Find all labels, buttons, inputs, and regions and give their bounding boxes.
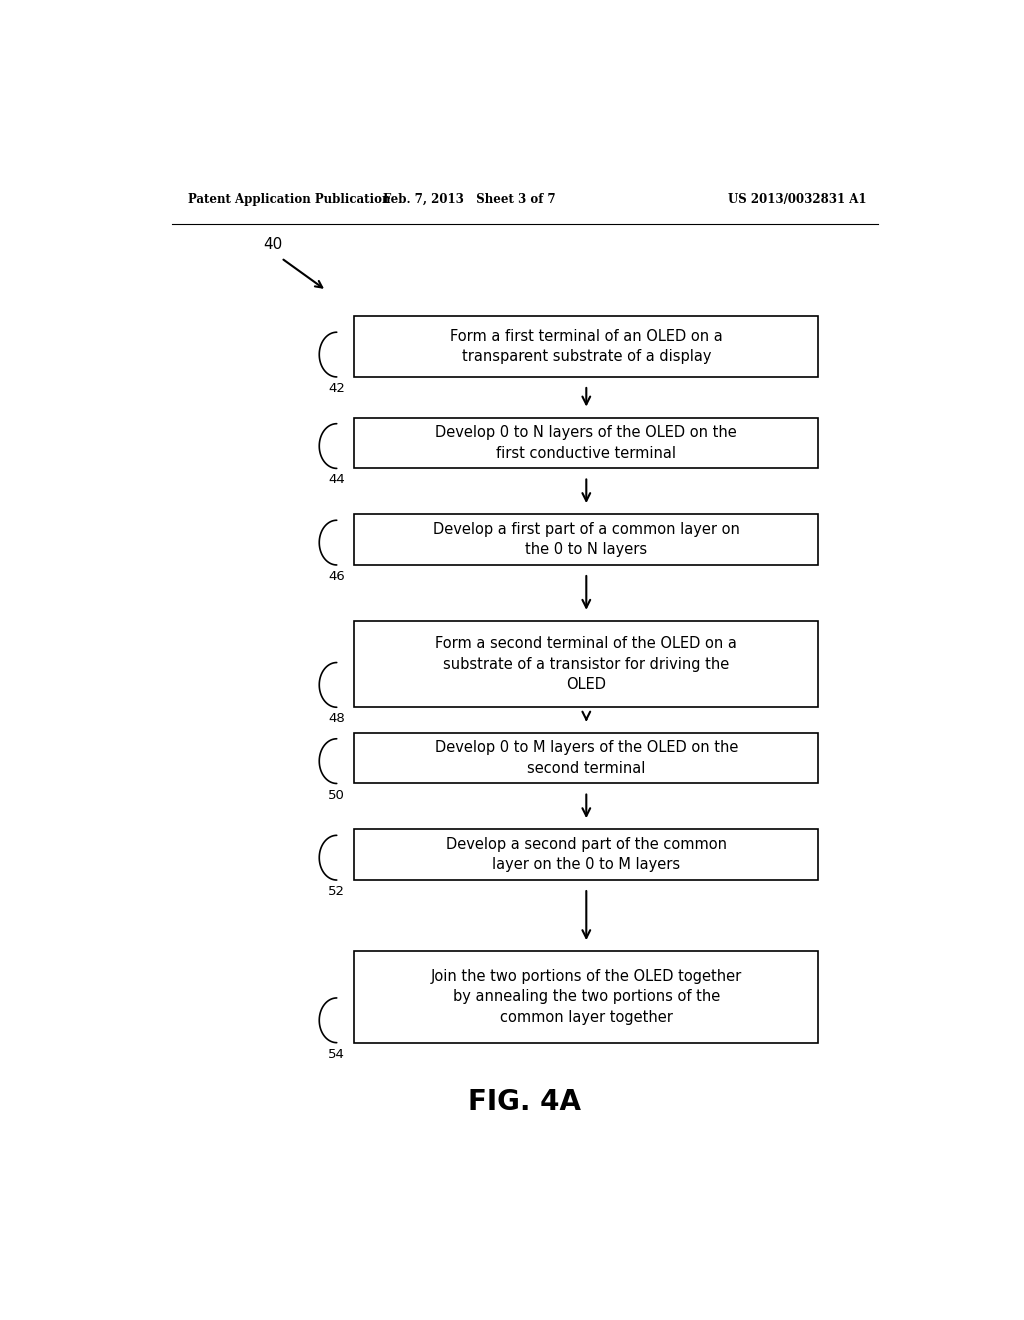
Text: Feb. 7, 2013   Sheet 3 of 7: Feb. 7, 2013 Sheet 3 of 7	[383, 193, 556, 206]
Text: Join the two portions of the OLED together
by annealing the two portions of the
: Join the two portions of the OLED togeth…	[431, 969, 742, 1024]
FancyBboxPatch shape	[354, 733, 818, 784]
Text: 50: 50	[329, 788, 345, 801]
Text: Develop a second part of the common
layer on the 0 to M layers: Develop a second part of the common laye…	[445, 837, 727, 873]
FancyBboxPatch shape	[354, 620, 818, 708]
Text: Form a first terminal of an OLED on a
transparent substrate of a display: Form a first terminal of an OLED on a tr…	[450, 329, 723, 364]
Text: Develop 0 to N layers of the OLED on the
first conductive terminal: Develop 0 to N layers of the OLED on the…	[435, 425, 737, 461]
FancyBboxPatch shape	[354, 829, 818, 880]
Text: Develop a first part of a common layer on
the 0 to N layers: Develop a first part of a common layer o…	[433, 521, 739, 557]
FancyBboxPatch shape	[354, 417, 818, 469]
Text: FIG. 4A: FIG. 4A	[468, 1088, 582, 1115]
Text: Develop 0 to M layers of the OLED on the
second terminal: Develop 0 to M layers of the OLED on the…	[434, 741, 738, 776]
Text: 46: 46	[329, 570, 345, 583]
FancyBboxPatch shape	[354, 515, 818, 565]
Text: Form a second terminal of the OLED on a
substrate of a transistor for driving th: Form a second terminal of the OLED on a …	[435, 636, 737, 692]
Text: 52: 52	[329, 886, 345, 898]
Text: Patent Application Publication: Patent Application Publication	[187, 193, 390, 206]
Text: 40: 40	[263, 236, 283, 252]
FancyBboxPatch shape	[354, 315, 818, 378]
Text: US 2013/0032831 A1: US 2013/0032831 A1	[727, 193, 866, 206]
Text: 44: 44	[329, 474, 345, 487]
Text: 54: 54	[329, 1048, 345, 1061]
Text: 48: 48	[329, 713, 345, 725]
FancyBboxPatch shape	[354, 952, 818, 1043]
Text: 42: 42	[329, 381, 345, 395]
